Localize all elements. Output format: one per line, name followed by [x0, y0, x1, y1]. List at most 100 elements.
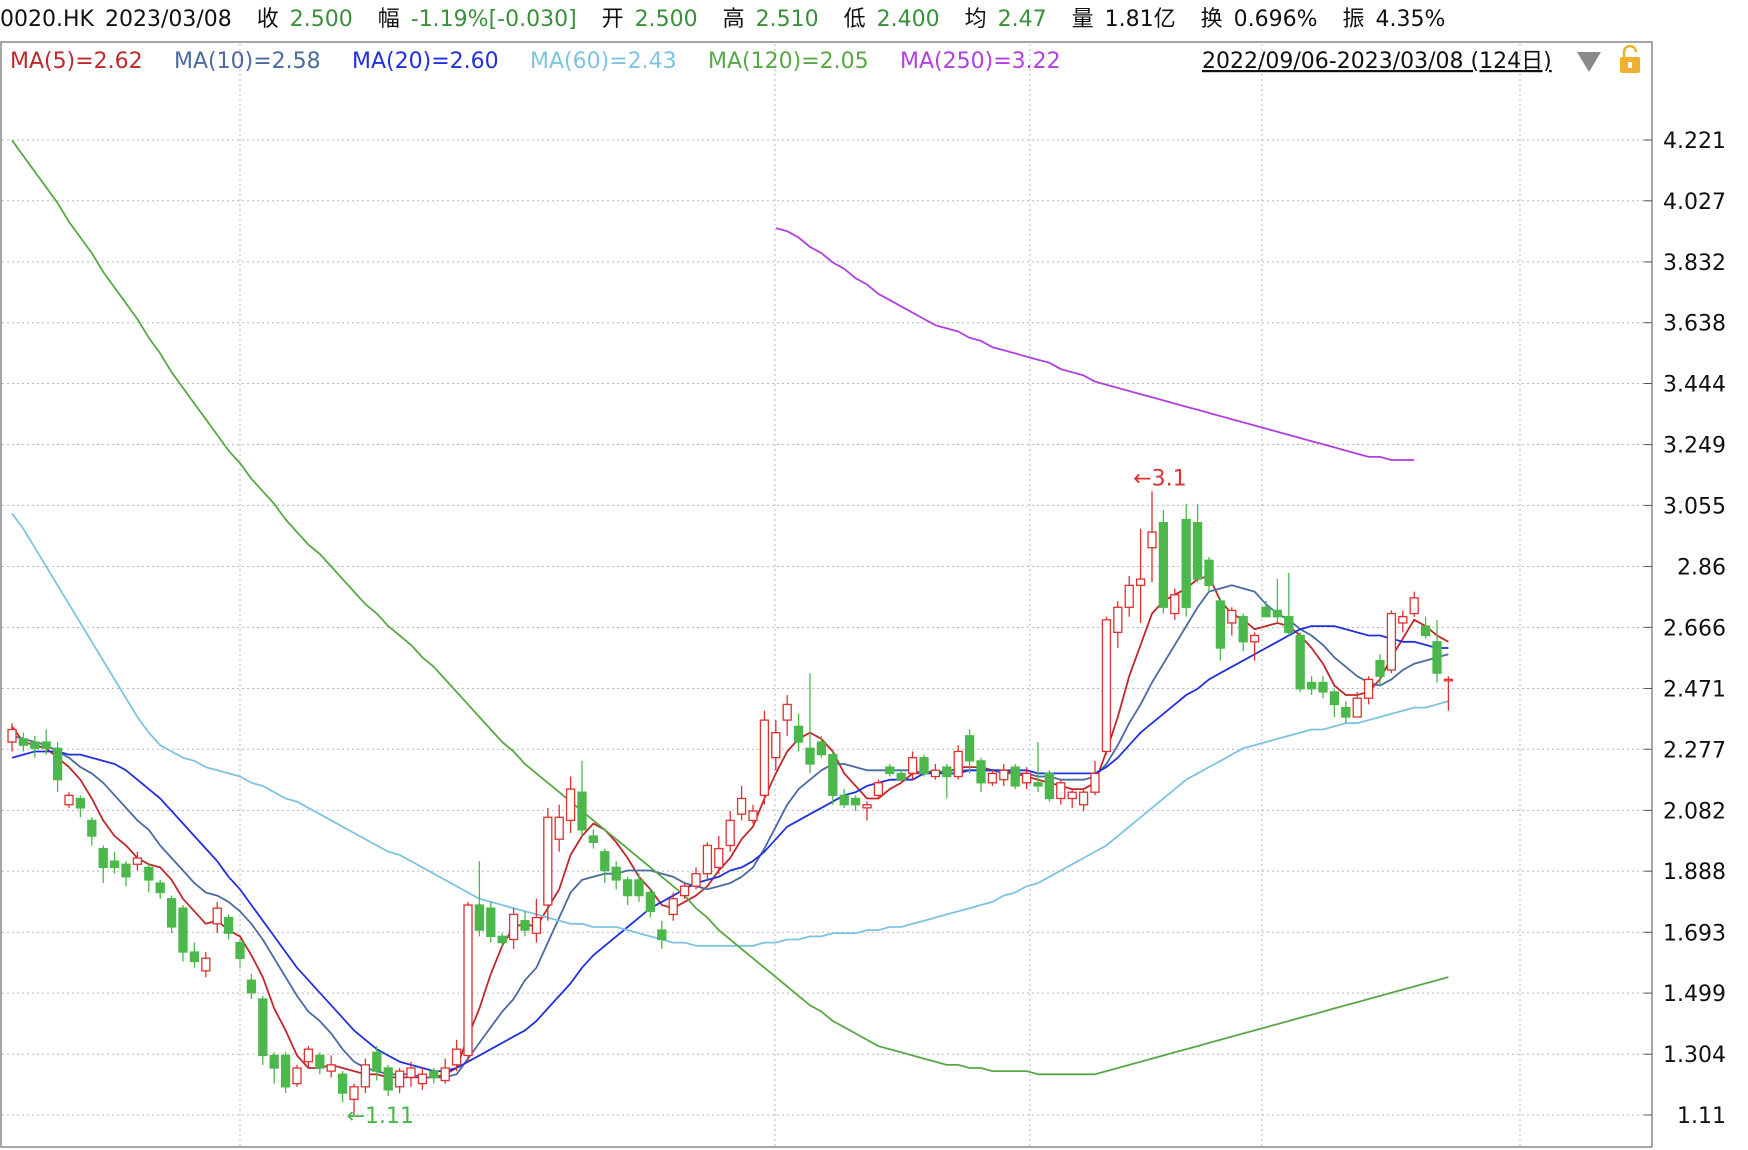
- candle-up: [736, 785, 747, 821]
- candle-up: [543, 807, 553, 921]
- candle-down: [1261, 601, 1271, 618]
- candle-down: [976, 757, 986, 793]
- candle-up: [1090, 760, 1100, 796]
- candle-body: [223, 916, 234, 934]
- candle-body: [1238, 616, 1248, 643]
- candle-up: [1135, 528, 1146, 623]
- y-tick-label: 3.055: [1663, 494, 1726, 519]
- candle-up: [691, 867, 701, 890]
- candle-body: [1284, 616, 1294, 634]
- candle-body: [474, 904, 485, 931]
- candle-up: [463, 901, 473, 1062]
- candle-body: [1215, 600, 1226, 649]
- candle-body: [189, 951, 200, 963]
- volume-label: 量: [1071, 7, 1094, 32]
- candle-body: [919, 757, 929, 775]
- candle-body: [269, 1054, 279, 1069]
- candle-down: [600, 848, 610, 884]
- candle-body: [497, 935, 507, 944]
- candle-up: [748, 804, 758, 824]
- candle-down: [1272, 579, 1283, 623]
- candle-body: [885, 766, 895, 775]
- candle-up: [702, 842, 713, 880]
- candle-body: [64, 794, 74, 806]
- candle-body: [451, 1048, 462, 1066]
- candle-body: [976, 760, 986, 784]
- candle-body: [166, 898, 177, 928]
- candle-body: [1306, 681, 1317, 690]
- candles: [7, 491, 1454, 1115]
- candle-body: [565, 788, 576, 822]
- candle-down: [919, 754, 929, 777]
- candle-body: [1329, 691, 1340, 706]
- candle-up: [1443, 676, 1454, 711]
- amplitude-value: 4.35%: [1375, 7, 1446, 32]
- candle-down: [383, 1064, 393, 1097]
- candle-body: [896, 772, 906, 781]
- candle-up: [1021, 767, 1032, 790]
- candle-up: [679, 883, 690, 899]
- candle-body: [543, 816, 553, 906]
- candle-body: [1147, 531, 1157, 549]
- candle-down: [885, 763, 895, 777]
- candle-body: [1409, 597, 1419, 615]
- candle-body: [18, 738, 29, 746]
- candle-body: [121, 863, 131, 878]
- candle-down: [1375, 654, 1385, 686]
- candle-down: [793, 713, 804, 752]
- candle-down: [337, 1071, 348, 1103]
- average-value: 2.47: [997, 7, 1047, 32]
- candle-up: [360, 1058, 371, 1094]
- candle-up: [930, 763, 941, 780]
- candle-down: [30, 735, 40, 758]
- candle-body: [178, 907, 188, 953]
- candle-up: [1249, 632, 1260, 661]
- candle-down: [1181, 503, 1191, 617]
- candle-down: [622, 876, 633, 906]
- candle-up: [987, 770, 998, 786]
- date-range-selector[interactable]: 2022/09/06-2023/03/08 (124日): [1202, 49, 1552, 74]
- candle-down: [1158, 510, 1169, 614]
- candle-body: [52, 747, 63, 781]
- candle-body: [1101, 619, 1112, 753]
- legend-ma5: MA(5)=2.62: [10, 49, 143, 74]
- y-tick-label: 3.638: [1663, 312, 1726, 337]
- candle-down: [1341, 701, 1351, 724]
- candle-up: [771, 720, 781, 771]
- candle-body: [1363, 678, 1374, 699]
- candle-body: [1204, 559, 1214, 586]
- candle-down: [87, 817, 97, 846]
- candle-down: [1033, 742, 1043, 793]
- legend-ma10: MA(10)=2.58: [174, 49, 321, 74]
- candle-body: [1295, 634, 1305, 690]
- candle-body: [1272, 609, 1283, 618]
- quote-header: 0020.HK 2023/03/08 收 2.500 幅 -1.19%[-0.0…: [0, 0, 1748, 40]
- candle-down: [474, 861, 485, 937]
- candle-body: [1090, 772, 1100, 793]
- y-tick-label: 2.277: [1663, 738, 1726, 763]
- y-tick-label: 3.249: [1663, 434, 1726, 459]
- candle-body: [657, 929, 667, 941]
- candle-up: [1398, 610, 1408, 633]
- candle-up: [1227, 607, 1237, 636]
- candle-down: [634, 873, 644, 902]
- candle-body: [793, 725, 804, 743]
- candle-body: [508, 913, 519, 941]
- candle-body: [7, 728, 17, 743]
- candle-down: [258, 995, 268, 1065]
- candle-up: [406, 1061, 416, 1087]
- ma-line-ma20: [11, 625, 1449, 1072]
- candle-up: [531, 898, 542, 943]
- candle-body: [987, 772, 998, 784]
- dropdown-triangle-icon[interactable]: [1577, 52, 1601, 72]
- y-axis: 4.221 4.027 3.832 3.638 3.444 3.249 3.055 2.86 2…: [1644, 129, 1726, 1129]
- ma-legend: MA(5)=2.62 MA(10)=2.58 MA(20)=2.60 MA(60…: [10, 49, 1061, 74]
- candle-body: [1124, 584, 1134, 608]
- candle-down: [144, 864, 154, 893]
- y-tick-label: 1.11: [1677, 1104, 1726, 1129]
- lock-icon[interactable]: [1620, 44, 1640, 73]
- candle-body: [429, 1070, 439, 1079]
- candle-down: [611, 861, 621, 890]
- candle-down: [1329, 688, 1340, 717]
